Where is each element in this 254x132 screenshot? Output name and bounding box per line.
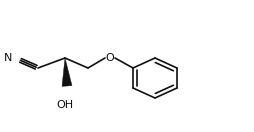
Text: OH: OH [56,100,74,110]
Polygon shape [62,58,72,86]
Text: O: O [106,53,114,63]
Text: N: N [4,53,12,63]
